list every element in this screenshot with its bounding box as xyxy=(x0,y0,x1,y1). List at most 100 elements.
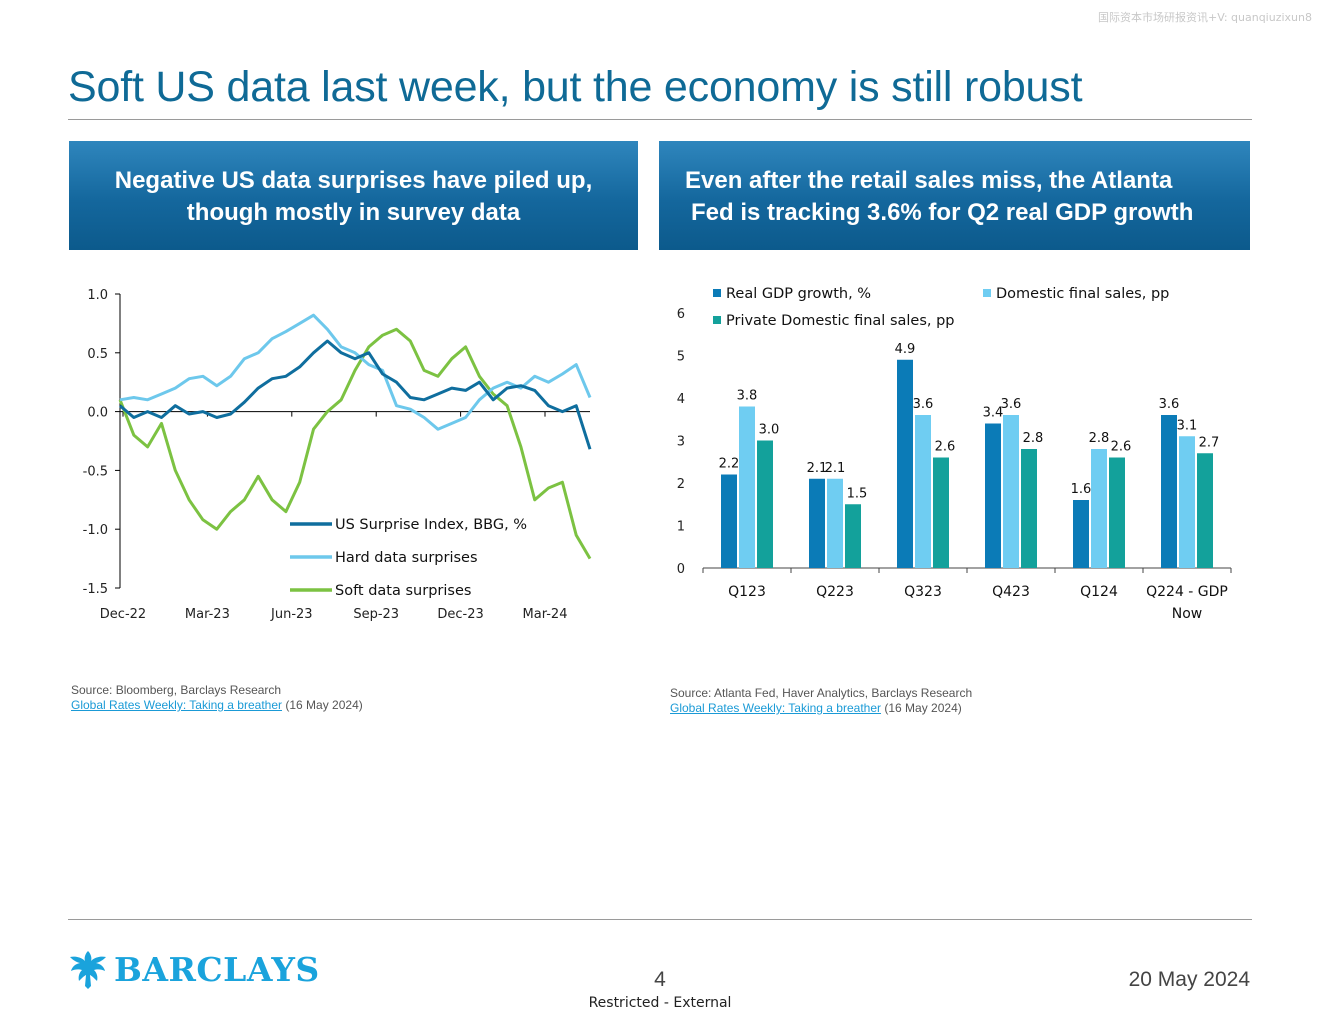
bar-value-label: 3.0 xyxy=(759,423,780,438)
surprise-line-chart: 1.0 0.5 0.0 -0.5 -1.0 -1.5 Dec-22 Mar-23 Jun-23 S… xyxy=(83,288,592,622)
bar-value-label: 2.1 xyxy=(825,461,846,476)
page-title: Soft US data last week, but the economy … xyxy=(68,63,1083,111)
line-x-tick-label: Dec-23 xyxy=(437,607,483,622)
line-x-tick-label: Jun-23 xyxy=(270,607,313,622)
gdp-bar-chart: 0123456Q1232.23.83.0Q2232.12.11.5Q3234.9… xyxy=(677,286,1232,622)
watermark: 国际资本市场研报资讯+V: quanqiuzixun8 xyxy=(1097,11,1312,24)
bar-legend-label: Private Domestic final sales, pp xyxy=(726,313,955,329)
line-series-hard xyxy=(119,313,592,431)
bar-value-label: 3.4 xyxy=(983,406,1004,421)
bar-1-3 xyxy=(1003,415,1019,568)
line-y-tick-label: 0.0 xyxy=(87,406,108,421)
line-y-tick-label: 1.0 xyxy=(87,288,108,303)
bar-value-label: 3.8 xyxy=(737,389,758,404)
bar-category-label: Q123 xyxy=(728,584,766,600)
line-y-tick-label: 0.5 xyxy=(87,347,108,362)
right-source: Source: Atlanta Fed, Haver Analytics, Ba… xyxy=(670,686,972,716)
bar-value-label: 2.8 xyxy=(1023,431,1044,446)
bar-legend-label: Domestic final sales, pp xyxy=(996,286,1169,302)
bar-0-3 xyxy=(985,423,1001,568)
left-report-date: (16 May 2024) xyxy=(285,698,363,712)
bar-value-label: 1.6 xyxy=(1071,482,1092,497)
bar-legend-swatch xyxy=(713,316,721,324)
left-heading-line2: though mostly in survey data xyxy=(186,199,521,226)
bar-0-0 xyxy=(721,474,737,568)
bar-value-label: 3.1 xyxy=(1177,418,1198,433)
bar-legend-swatch xyxy=(713,289,721,297)
bar-y-tick-label: 2 xyxy=(677,477,685,492)
bar-category-label: Q323 xyxy=(904,584,942,600)
left-source: Source: Bloomberg, Barclays Research Glo… xyxy=(71,683,363,713)
bar-0-4 xyxy=(1073,500,1089,568)
bar-value-label: 2.2 xyxy=(719,457,740,472)
right-report-date: (16 May 2024) xyxy=(884,701,962,715)
left-source-text: Source: Bloomberg, Barclays Research xyxy=(71,683,282,697)
bar-legend-label: Real GDP growth, % xyxy=(726,286,871,302)
line-y-tick-label: -1.5 xyxy=(83,582,108,597)
bar-value-label: 2.6 xyxy=(935,440,956,455)
bar-2-5 xyxy=(1197,453,1213,568)
line-x-tick-label: Sep-23 xyxy=(353,607,399,622)
bar-y-tick-label: 6 xyxy=(677,307,685,322)
page-number: 4 xyxy=(654,968,666,991)
right-heading-line1: Even after the retail sales miss, the At… xyxy=(685,167,1173,194)
line-series-us xyxy=(119,339,592,450)
right-panel-heading: Even after the retail sales miss, the At… xyxy=(659,141,1250,250)
bar-value-label: 1.5 xyxy=(847,486,868,501)
bar-value-label: 4.9 xyxy=(895,342,916,357)
bar-value-label: 3.6 xyxy=(1159,397,1180,412)
logo-wordmark: BARCLAYS xyxy=(114,949,320,989)
right-heading-line2: Fed is tracking 3.6% for Q2 real GDP gro… xyxy=(691,199,1194,226)
bar-2-0 xyxy=(757,440,773,568)
bar-1-4 xyxy=(1091,449,1107,568)
bar-y-tick-label: 1 xyxy=(677,520,685,535)
bar-2-1 xyxy=(845,504,861,568)
report-date: 20 May 2024 xyxy=(1128,968,1250,991)
classification-label: Restricted - External xyxy=(588,995,732,1011)
bar-y-tick-label: 3 xyxy=(677,435,685,450)
bar-value-label: 2.1 xyxy=(807,461,828,476)
line-legend-label: Hard data surprises xyxy=(335,550,478,566)
footer-divider xyxy=(68,919,1252,920)
bar-legend-swatch xyxy=(983,289,991,297)
bar-category-label: Q423 xyxy=(992,584,1030,600)
bar-1-2 xyxy=(915,415,931,568)
bar-0-1 xyxy=(809,478,825,568)
line-y-tick-label: -1.0 xyxy=(83,523,108,538)
bar-1-0 xyxy=(739,406,755,568)
left-heading-line1: Negative US data surprises have piled up… xyxy=(114,167,593,194)
line-x-tick-label: Mar-24 xyxy=(523,607,568,622)
bar-2-2 xyxy=(933,457,949,568)
title-divider xyxy=(68,119,1252,120)
line-series-soft xyxy=(118,327,592,560)
bar-value-label: 3.6 xyxy=(913,397,934,412)
bar-1-5 xyxy=(1179,436,1195,568)
left-report-link[interactable]: Global Rates Weekly: Taking a breather xyxy=(71,698,283,712)
barclays-logo: BARCLAYS xyxy=(68,948,320,990)
bar-0-5 xyxy=(1161,415,1177,568)
eagle-icon xyxy=(70,951,106,989)
bar-y-tick-label: 5 xyxy=(677,350,685,365)
bar-category-label: Q124 xyxy=(1080,584,1118,600)
bar-category-label-cont: Now xyxy=(1172,606,1203,622)
line-legend-label: US Surprise Index, BBG, % xyxy=(335,517,527,533)
bar-category-label: Q224 - GDP xyxy=(1146,584,1228,600)
bar-2-3 xyxy=(1021,449,1037,568)
bar-category-label: Q223 xyxy=(816,584,854,600)
line-y-tick-label: -0.5 xyxy=(83,464,108,479)
bar-y-tick-label: 4 xyxy=(677,392,685,407)
bar-0-2 xyxy=(897,359,913,568)
line-x-tick-label: Mar-23 xyxy=(185,607,230,622)
line-legend-label: Soft data surprises xyxy=(335,583,471,599)
line-x-tick-label: Dec-22 xyxy=(100,607,146,622)
bar-value-label: 2.8 xyxy=(1089,431,1110,446)
bar-1-1 xyxy=(827,478,843,568)
bar-value-label: 3.6 xyxy=(1001,397,1022,412)
left-panel-heading: Negative US data surprises have piled up… xyxy=(69,141,638,250)
bar-2-4 xyxy=(1109,457,1125,568)
right-report-link[interactable]: Global Rates Weekly: Taking a breather xyxy=(670,701,882,715)
bar-y-tick-label: 0 xyxy=(677,562,685,577)
right-source-text: Source: Atlanta Fed, Haver Analytics, Ba… xyxy=(670,686,973,700)
bar-value-label: 2.7 xyxy=(1199,435,1220,450)
bar-value-label: 2.6 xyxy=(1111,440,1132,455)
